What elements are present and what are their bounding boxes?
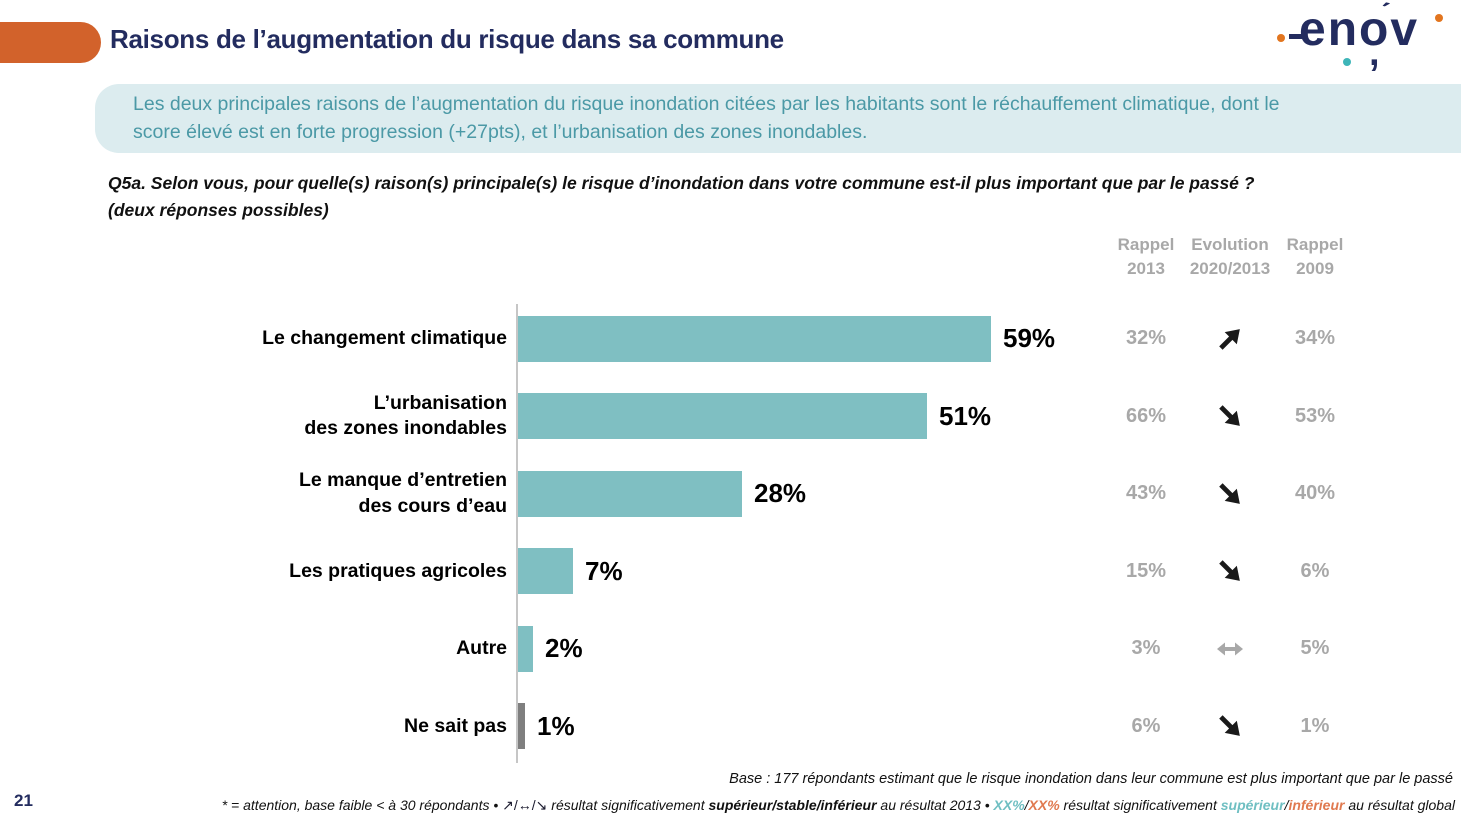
bar-value-label: 2% <box>545 633 583 664</box>
evolution-up-arrow-icon <box>1186 324 1274 354</box>
rappel-2009-value: 6% <box>1300 559 1330 582</box>
footnote-inferior-word: inférieur <box>1288 797 1345 813</box>
bar <box>517 625 533 672</box>
chart-row: Les pratiques agricoles 7% 15% 6% <box>0 533 1461 611</box>
evolution-down-arrow-icon <box>1186 556 1274 586</box>
footnote-part2: résultat significativement <box>547 797 709 813</box>
bar <box>517 315 991 362</box>
footnote-arrow-icons: ↗/↔/↘ <box>502 797 548 813</box>
page-number: 21 <box>14 791 33 810</box>
bar-label: Autre <box>0 636 507 661</box>
header-rappel-2009: Rappel 2009 <box>1286 235 1344 278</box>
footnote-superior-word: supérieur <box>1220 797 1285 813</box>
bar-label-line: L’urbanisation <box>373 391 507 414</box>
rappel-2009-value: 34% <box>1294 327 1336 350</box>
bar-value-label: 28% <box>754 478 807 509</box>
bar-track: 59% <box>507 315 1106 362</box>
bar <box>517 393 927 440</box>
bar-track: 1% <box>507 703 1106 750</box>
rappel-2009-value: 1% <box>1300 714 1330 737</box>
rappel-2013-value: 15% <box>1125 559 1167 582</box>
chart-row: Autre 2% 3% 5% <box>0 610 1461 688</box>
rappel-2013-value: 32% <box>1125 327 1167 350</box>
header-rappel-2013: Rappel 2013 <box>1117 235 1175 278</box>
comparison-column-headers: Rappel 2013 Evolution 2020/2013 Rappel 2… <box>1106 233 1356 281</box>
chart-axis-line <box>516 304 518 763</box>
bar-track: 2% <box>507 625 1106 672</box>
bar-track: 28% <box>507 470 1106 517</box>
footnote-part4: résultat significativement <box>1059 797 1221 813</box>
summary-line-2: score élevé est en forte progression (+2… <box>133 120 868 143</box>
footnote-xx-inferior: XX% <box>1028 797 1060 813</box>
rappel-2009-value: 5% <box>1300 637 1330 660</box>
bar-label: Ne sait pas <box>0 714 507 739</box>
rappel-2013-value: 43% <box>1125 482 1167 505</box>
logo-dot-teal <box>1343 58 1351 66</box>
evolution-down-arrow-icon <box>1186 479 1274 509</box>
footnote: * = attention, base faible < à 30 répond… <box>222 797 1455 814</box>
base-note: Base : 177 répondants estimant que le ri… <box>729 771 1453 787</box>
footnote-xx-superior: XX% <box>993 797 1025 813</box>
bar-track: 51% <box>507 393 1106 440</box>
accent-bar <box>0 22 101 63</box>
bar-chart-rows: Le changement climatique 59% 32% 34% L’urban… <box>0 300 1461 765</box>
bar <box>517 703 525 750</box>
evolution-stable-arrow-icon <box>1186 635 1274 663</box>
rappel-2013-value: 3% <box>1131 637 1161 660</box>
rappel-2009-value: 40% <box>1294 482 1336 505</box>
bar-label-line: Le manque d’entretien <box>298 469 507 492</box>
footnote-slash1: / <box>1024 797 1029 813</box>
bar-label-line: Autre <box>456 637 507 660</box>
bar-value-label: 51% <box>939 400 992 431</box>
chart-row: Le changement climatique 59% 32% 34% <box>0 300 1461 378</box>
footnote-part1: * = attention, base faible < à 30 répond… <box>221 797 503 813</box>
question-line-2: (deux réponses possibles) <box>108 200 329 221</box>
bar-label-line: Le changement climatique <box>262 327 507 350</box>
page-title: Raisons de l’augmentation du risque dans… <box>110 24 784 54</box>
summary-callout: Les deux principales raisons de l’augmen… <box>95 84 1461 153</box>
bar-label: Les pratiques agricoles <box>0 559 507 584</box>
evolution-down-arrow-icon <box>1186 711 1274 741</box>
logo-dot-right <box>1435 14 1443 22</box>
bar-label-line: Les pratiques agricoles <box>289 559 507 582</box>
question-text: Q5a. Selon vous, pour quelle(s) raison(s… <box>108 170 1254 224</box>
bar-value-label: 59% <box>1003 323 1056 354</box>
chart-row: Ne sait pas 1% 6% 1% <box>0 688 1461 766</box>
footnote-slash2: / <box>1284 797 1289 813</box>
bar <box>517 470 742 517</box>
rappel-2013-value: 6% <box>1131 714 1161 737</box>
rappel-2013-value: 66% <box>1125 404 1167 427</box>
bar-label: L’urbanisation des zones inondables <box>0 391 507 442</box>
evolution-down-arrow-icon <box>1186 401 1274 431</box>
bar-label: Le manque d’entretien des cours d’eau <box>0 468 507 519</box>
rappel-2009-value: 53% <box>1294 404 1336 427</box>
footnote-part5: au résultat global <box>1344 797 1455 813</box>
bar-label: Le changement climatique <box>0 326 507 351</box>
chart-row: Le manque d’entretien des cours d’eau 28% 4… <box>0 455 1461 533</box>
logo-dash <box>1289 34 1303 39</box>
bar-chart: Le changement climatique 59% 32% 34% L’urban… <box>0 300 1461 766</box>
bar-value-label: 1% <box>537 710 575 741</box>
bar-value-label: 7% <box>585 555 623 586</box>
bar-label-line: des cours d’eau <box>358 494 507 517</box>
logo-dot-left <box>1277 34 1285 42</box>
footnote-part3: au résultat 2013 • <box>876 797 994 813</box>
bar-track: 7% <box>507 548 1106 595</box>
header-evolution: Evolution 2020/2013 <box>1189 235 1271 278</box>
enov-logo: enov , ˊ <box>1277 0 1445 74</box>
chart-row: L’urbanisation des zones inondables 51% 66%… <box>0 378 1461 456</box>
logo-wordmark: enov <box>1299 3 1420 56</box>
bar-label-line: des zones inondables <box>304 417 507 440</box>
logo-magnifier-handle: , <box>1369 32 1380 74</box>
footnote-bold-terms: supérieur/stable/inférieur <box>708 797 877 813</box>
summary-line-1: Les deux principales raisons de l’augmen… <box>133 92 1280 115</box>
bar <box>517 548 573 595</box>
question-line-1: Q5a. Selon vous, pour quelle(s) raison(s… <box>108 173 1255 193</box>
bar-label-line: Ne sait pas <box>404 714 507 737</box>
